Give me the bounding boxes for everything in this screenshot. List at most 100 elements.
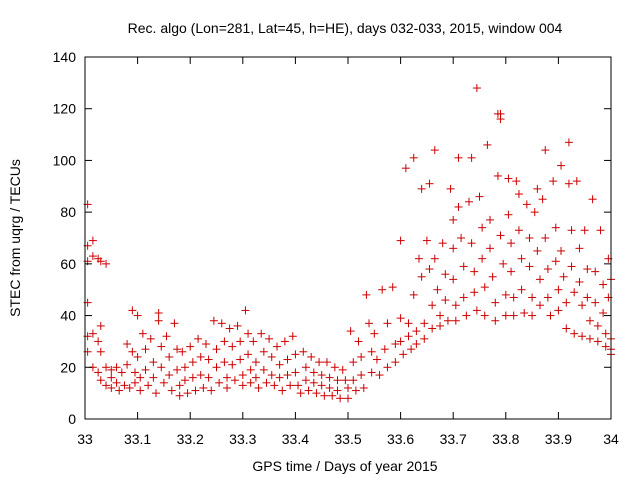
data-point xyxy=(412,327,421,336)
x-tick-label: 33 xyxy=(77,431,93,447)
data-point xyxy=(501,290,510,299)
data-point xyxy=(188,358,197,367)
data-point xyxy=(333,376,342,385)
data-point xyxy=(301,363,310,372)
data-point xyxy=(154,316,163,325)
data-point xyxy=(535,301,544,310)
data-point xyxy=(399,350,408,359)
data-point xyxy=(451,316,460,325)
data-point xyxy=(88,252,97,261)
data-point xyxy=(367,347,376,356)
data-point xyxy=(236,355,245,364)
data-point xyxy=(220,337,229,346)
data-point xyxy=(138,329,147,338)
data-point xyxy=(220,358,229,367)
data-point xyxy=(180,363,189,372)
data-point xyxy=(173,345,182,354)
data-point xyxy=(251,358,260,367)
data-point xyxy=(259,347,268,356)
data-point xyxy=(175,391,184,400)
data-point xyxy=(180,376,189,385)
data-point xyxy=(309,368,318,377)
data-point xyxy=(349,358,358,367)
data-point xyxy=(278,386,287,395)
data-point xyxy=(357,371,366,380)
data-point xyxy=(102,381,111,390)
data-point xyxy=(496,231,505,240)
data-point xyxy=(514,226,523,235)
x-tick-label: 33.2 xyxy=(177,431,204,447)
data-point xyxy=(522,200,531,209)
data-point xyxy=(507,267,516,276)
data-point xyxy=(533,184,542,193)
data-point xyxy=(228,360,237,369)
data-point xyxy=(149,358,158,367)
data-point xyxy=(475,192,484,201)
data-point xyxy=(593,321,602,330)
data-point xyxy=(464,197,473,206)
data-point xyxy=(430,146,439,155)
data-point xyxy=(244,350,253,359)
x-tick-label: 34 xyxy=(603,431,619,447)
data-point xyxy=(388,283,397,292)
data-point xyxy=(459,262,468,271)
y-tick-label: 20 xyxy=(60,359,76,375)
data-point xyxy=(470,288,479,297)
data-point xyxy=(378,285,387,294)
data-point xyxy=(549,177,558,186)
data-point xyxy=(165,352,174,361)
data-point xyxy=(467,239,476,248)
data-point xyxy=(128,306,137,315)
data-point xyxy=(257,329,266,338)
data-point xyxy=(415,254,424,263)
data-point xyxy=(117,368,126,377)
data-point xyxy=(538,195,547,204)
data-point xyxy=(236,337,245,346)
data-point xyxy=(551,223,560,232)
data-point xyxy=(130,368,139,377)
data-point xyxy=(383,319,392,328)
data-point xyxy=(375,371,384,380)
data-point xyxy=(509,311,518,320)
data-point xyxy=(322,358,331,367)
data-point xyxy=(88,236,97,245)
data-point xyxy=(491,316,500,325)
data-point xyxy=(328,391,337,400)
data-point xyxy=(567,226,576,235)
y-tick-label: 0 xyxy=(68,411,76,427)
data-point xyxy=(557,246,566,255)
data-point xyxy=(409,153,418,162)
y-axis-label: STEC from uqrg / TECUs xyxy=(7,159,23,317)
data-point xyxy=(157,342,166,351)
data-point xyxy=(244,329,253,338)
data-point xyxy=(128,347,137,356)
data-point xyxy=(309,378,318,387)
data-point xyxy=(578,301,587,310)
data-point xyxy=(564,138,573,147)
data-point xyxy=(291,368,300,377)
data-point xyxy=(430,254,439,263)
data-point xyxy=(454,153,463,162)
data-point xyxy=(472,306,481,315)
data-point xyxy=(412,340,421,349)
data-point xyxy=(486,215,495,224)
data-point xyxy=(520,308,529,317)
data-point xyxy=(425,179,434,188)
data-point xyxy=(238,381,247,390)
data-point xyxy=(154,308,163,317)
data-point xyxy=(593,337,602,346)
data-point xyxy=(133,311,142,320)
data-point xyxy=(170,319,179,328)
data-point xyxy=(567,262,576,271)
data-point xyxy=(436,311,445,320)
data-point xyxy=(230,376,239,385)
data-point xyxy=(304,386,313,395)
data-point xyxy=(94,368,103,377)
data-point xyxy=(136,386,145,395)
data-point xyxy=(175,381,184,390)
data-point xyxy=(501,311,510,320)
data-point xyxy=(570,288,579,297)
data-point xyxy=(583,265,592,274)
data-point xyxy=(249,337,258,346)
x-tick-label: 33.3 xyxy=(229,431,256,447)
